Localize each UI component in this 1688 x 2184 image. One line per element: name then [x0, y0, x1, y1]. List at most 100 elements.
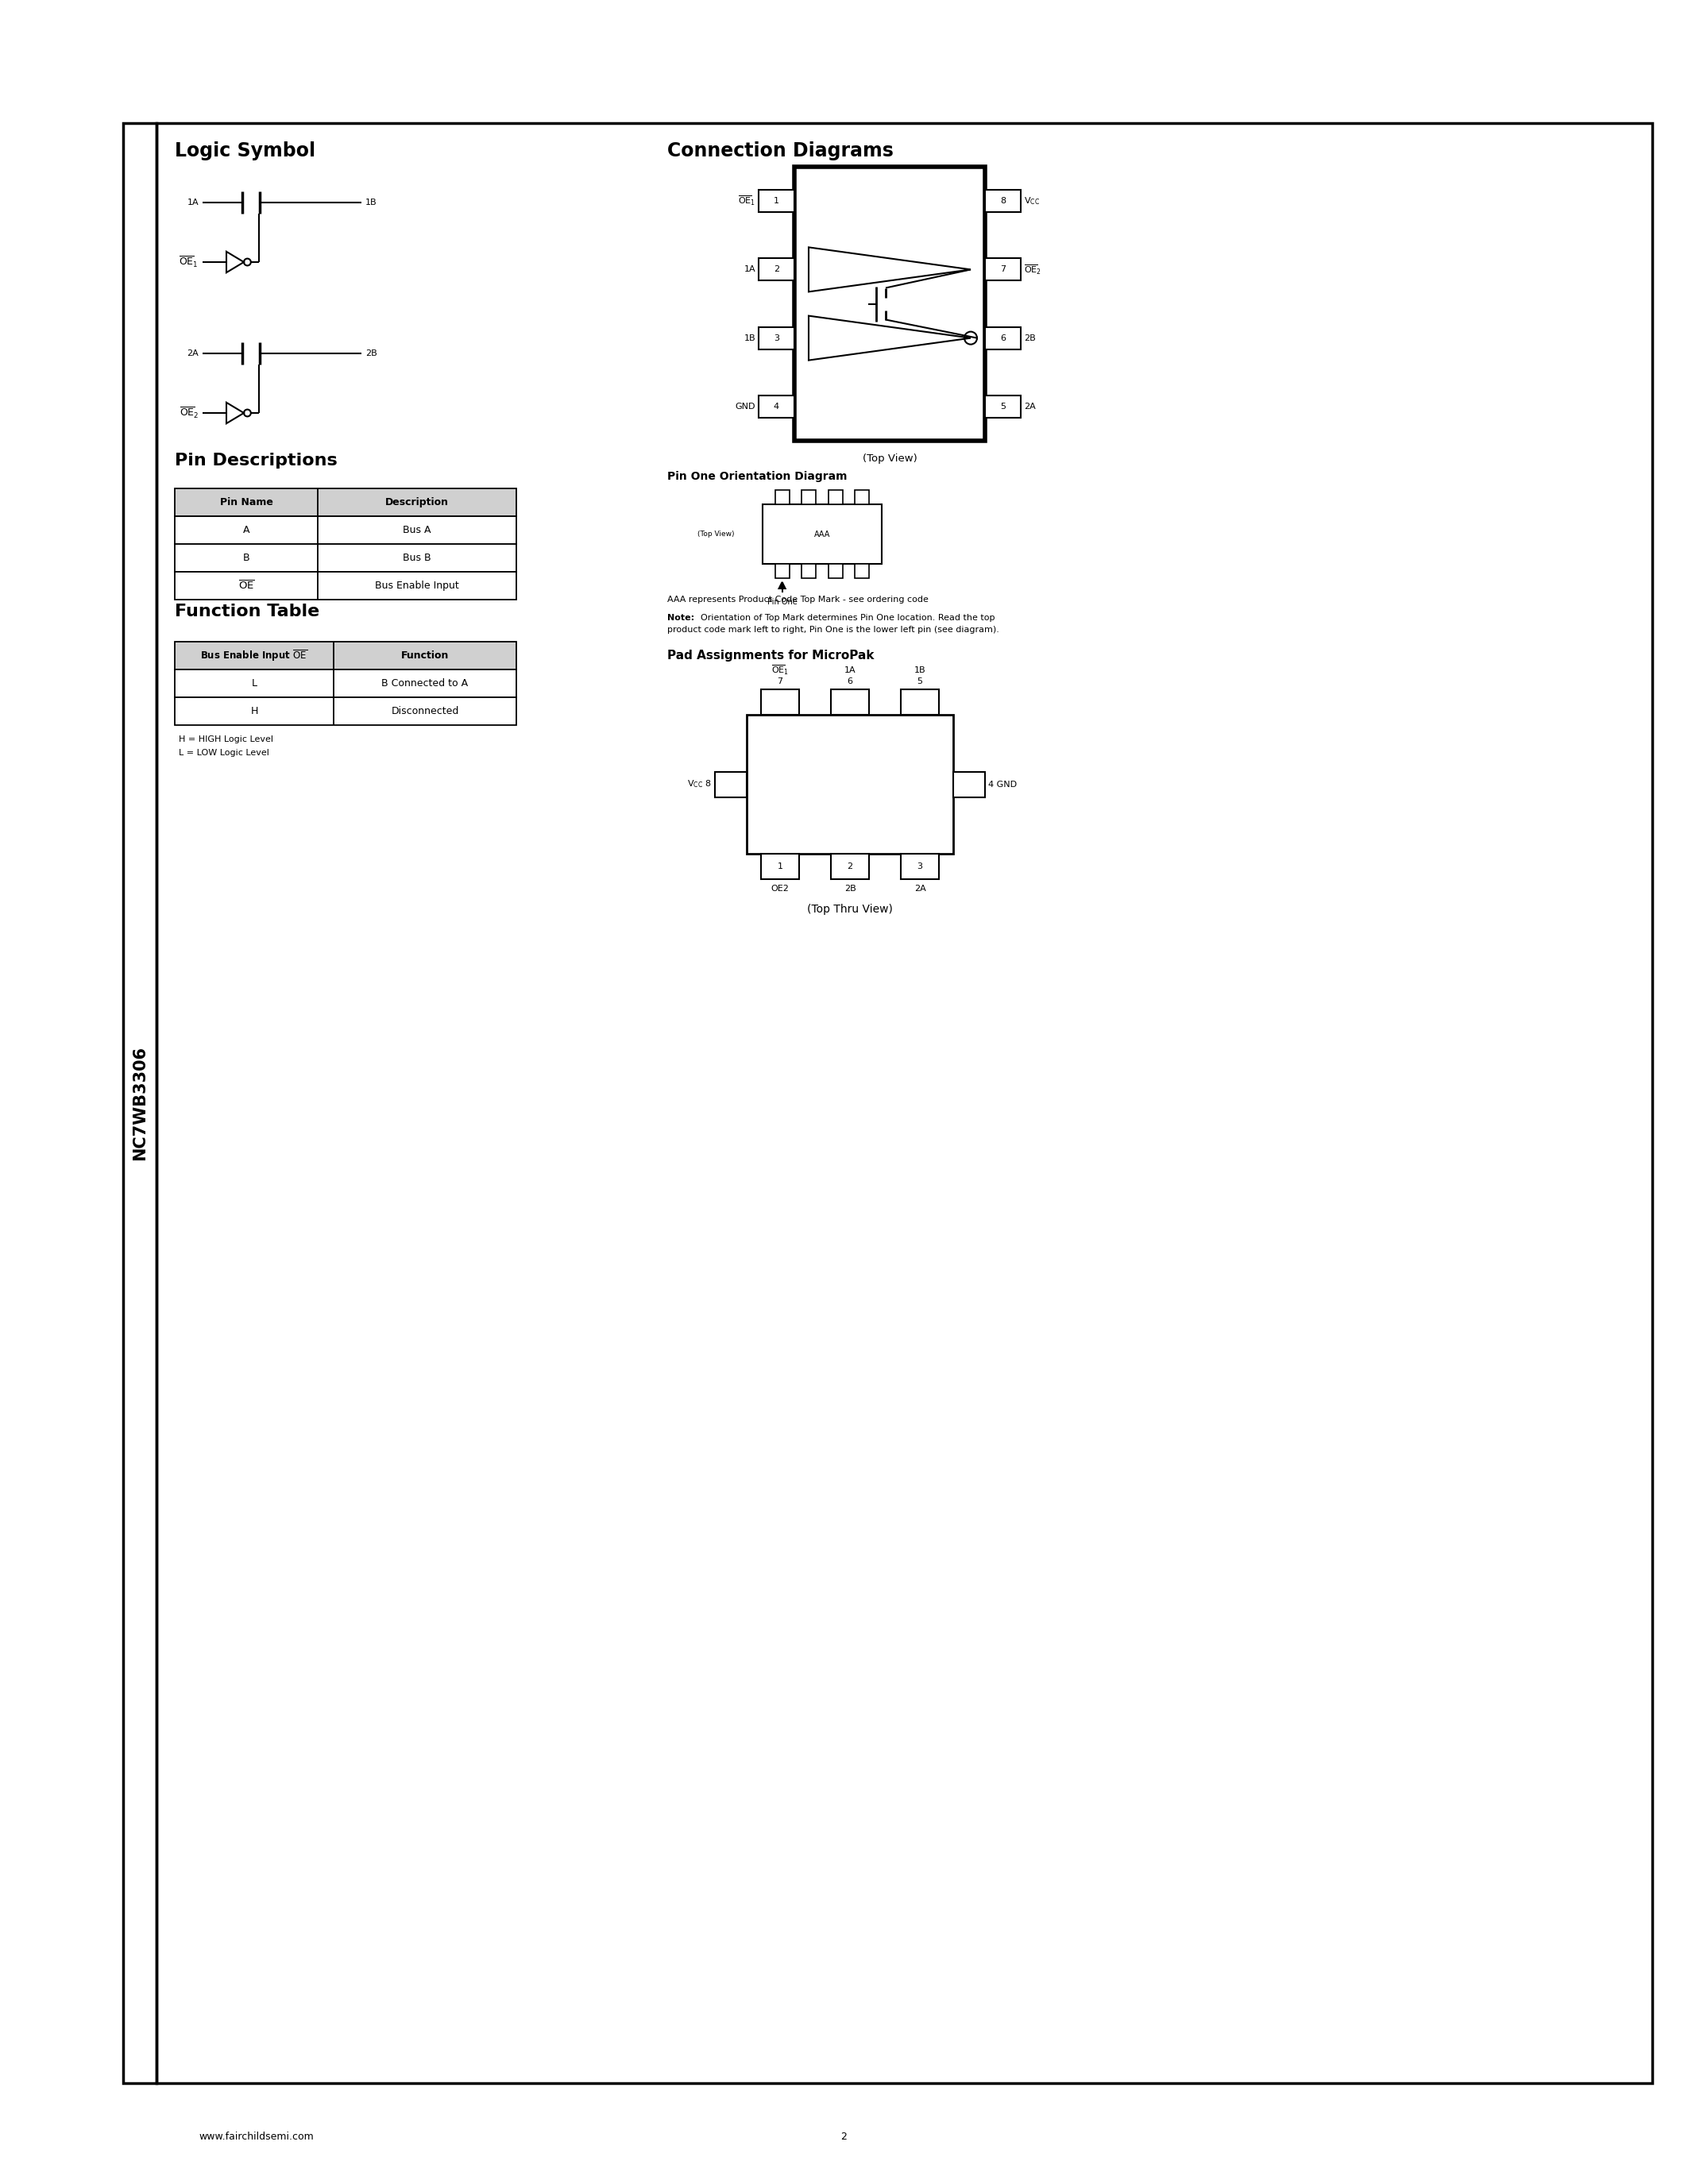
Text: Bus Enable Input: Bus Enable Input	[375, 581, 459, 592]
Text: Pin One Orientation Diagram: Pin One Orientation Diagram	[667, 472, 847, 483]
Bar	[758, 328, 795, 349]
Text: 1B: 1B	[744, 334, 756, 343]
Text: 2: 2	[841, 2132, 847, 2143]
Bar	[856, 563, 869, 579]
Text: 1A: 1A	[844, 666, 856, 675]
Text: 8: 8	[999, 197, 1006, 205]
Text: 1A: 1A	[744, 266, 756, 273]
Text: Note:: Note:	[667, 614, 694, 622]
Polygon shape	[778, 583, 785, 587]
Text: OE2: OE2	[771, 885, 790, 893]
Text: (Top View): (Top View)	[863, 452, 917, 463]
Text: Bus A: Bus A	[403, 524, 430, 535]
Text: B Connected to A: B Connected to A	[381, 679, 468, 688]
Bar	[176, 642, 517, 670]
Text: $\overline{\mathrm{OE}}_1$: $\overline{\mathrm{OE}}_1$	[179, 256, 199, 269]
Bar	[830, 854, 869, 880]
Text: Disconnected: Disconnected	[392, 705, 459, 716]
Text: 2: 2	[773, 266, 780, 273]
Text: 6: 6	[999, 334, 1006, 343]
Bar	[954, 771, 986, 797]
Text: B: B	[243, 553, 250, 563]
Bar	[901, 690, 939, 714]
Text: 1A: 1A	[187, 199, 199, 207]
Bar	[763, 505, 881, 563]
Text: 2A: 2A	[913, 885, 925, 893]
Text: 1B: 1B	[915, 666, 925, 675]
Text: 3: 3	[773, 334, 780, 343]
Text: 5: 5	[917, 677, 923, 686]
Bar	[758, 190, 795, 212]
Text: 1B: 1B	[365, 199, 376, 207]
Text: 2A: 2A	[1025, 402, 1036, 411]
Bar	[123, 122, 157, 2084]
Bar	[761, 690, 798, 714]
Text: Logic Symbol: Logic Symbol	[176, 142, 316, 159]
Text: 2B: 2B	[1025, 334, 1036, 343]
Text: Function: Function	[402, 651, 449, 662]
Text: L = LOW Logic Level: L = LOW Logic Level	[179, 749, 268, 758]
Text: Bus Enable Input $\overline{\mathrm{OE}}$: Bus Enable Input $\overline{\mathrm{OE}}…	[201, 649, 307, 664]
Text: L: L	[252, 679, 257, 688]
Bar	[986, 328, 1021, 349]
Bar	[176, 670, 517, 697]
Text: $\overline{\mathrm{OE}}_2$: $\overline{\mathrm{OE}}_2$	[1025, 262, 1041, 275]
Bar	[176, 515, 517, 544]
Bar	[775, 563, 790, 579]
Bar	[176, 489, 517, 515]
Text: 7: 7	[999, 266, 1006, 273]
Text: (Top View): (Top View)	[697, 531, 734, 537]
Text: 2: 2	[847, 863, 852, 871]
Text: 3: 3	[917, 863, 923, 871]
Text: V$_{\mathrm{CC}}$ 8: V$_{\mathrm{CC}}$ 8	[687, 780, 712, 791]
Text: Pin Name: Pin Name	[219, 498, 273, 507]
Bar	[716, 771, 746, 797]
Text: 6: 6	[847, 677, 852, 686]
Text: V$_{\mathrm{CC}}$: V$_{\mathrm{CC}}$	[1025, 197, 1040, 207]
Bar	[986, 190, 1021, 212]
Text: AAA: AAA	[814, 531, 830, 537]
Bar	[761, 854, 798, 880]
Bar	[802, 563, 815, 579]
Bar	[829, 563, 842, 579]
Text: Orientation of Top Mark determines Pin One location. Read the top: Orientation of Top Mark determines Pin O…	[701, 614, 994, 622]
Text: 7: 7	[776, 677, 783, 686]
Text: 2A: 2A	[187, 349, 199, 358]
Text: product code mark left to right, Pin One is the lower left pin (see diagram).: product code mark left to right, Pin One…	[667, 627, 999, 633]
Bar	[775, 489, 790, 505]
Bar	[758, 258, 795, 282]
Bar	[157, 122, 1653, 2084]
Text: 2B: 2B	[844, 885, 856, 893]
Text: H: H	[250, 705, 258, 716]
Text: (Top Thru View): (Top Thru View)	[807, 904, 893, 915]
Text: A: A	[243, 524, 250, 535]
Bar	[176, 697, 517, 725]
Text: Pin One: Pin One	[766, 598, 797, 605]
Text: AAA represents Product Code Top Mark - see ordering code: AAA represents Product Code Top Mark - s…	[667, 596, 928, 603]
Text: 5: 5	[999, 402, 1006, 411]
Bar	[176, 544, 517, 572]
Bar	[795, 166, 986, 441]
Bar	[856, 489, 869, 505]
Text: Bus B: Bus B	[403, 553, 430, 563]
Text: $\overline{\mathrm{OE}}_2$: $\overline{\mathrm{OE}}_2$	[179, 406, 199, 419]
Text: Description: Description	[385, 498, 449, 507]
Bar	[176, 572, 517, 601]
Text: $\overline{\mathrm{OE}}_1$: $\overline{\mathrm{OE}}_1$	[771, 664, 788, 677]
Bar	[830, 690, 869, 714]
Text: NC7WB3306: NC7WB3306	[132, 1046, 149, 1160]
Text: Connection Diagrams: Connection Diagrams	[667, 142, 893, 159]
Bar	[802, 489, 815, 505]
Bar	[986, 395, 1021, 417]
Text: Pin Descriptions: Pin Descriptions	[176, 452, 338, 470]
Text: www.fairchildsemi.com: www.fairchildsemi.com	[199, 2132, 314, 2143]
Text: $\overline{\mathrm{OE}}_1$: $\overline{\mathrm{OE}}_1$	[738, 194, 756, 207]
Text: 2B: 2B	[365, 349, 376, 358]
Text: Function Table: Function Table	[176, 603, 319, 620]
Bar	[829, 489, 842, 505]
Text: Pad Assignments for MicroPak: Pad Assignments for MicroPak	[667, 649, 874, 662]
Text: 1: 1	[776, 863, 783, 871]
Text: 4: 4	[773, 402, 780, 411]
Text: 4 GND: 4 GND	[987, 780, 1016, 788]
Text: GND: GND	[736, 402, 756, 411]
